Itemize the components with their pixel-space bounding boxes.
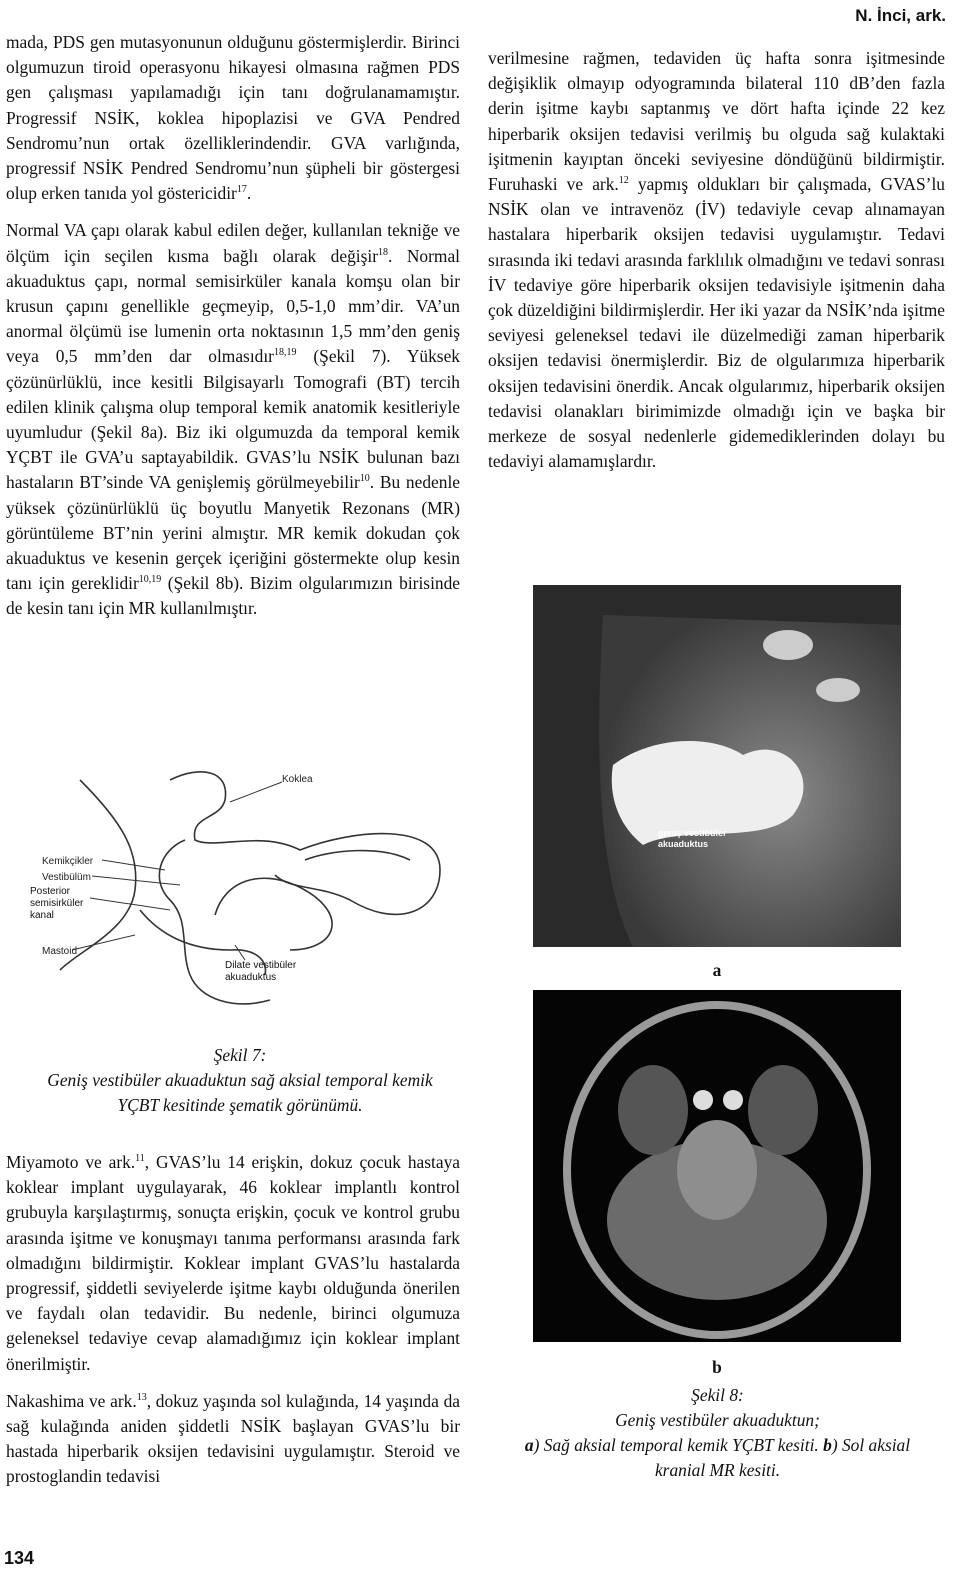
text: . Normal akuaduktus çapı, normal semisir…	[6, 245, 460, 367]
figure-8b-image	[533, 990, 901, 1342]
text: ) Sağ aksial temporal kemik YÇBT kesiti.	[533, 1435, 824, 1455]
text: yapmış oldukları bir çalışmada, GVAS’lu …	[488, 174, 945, 472]
text: .	[246, 183, 252, 204]
figure-7-caption: Şekil 7: Geniş vestibüler akuaduktun sağ…	[20, 1043, 460, 1118]
reference: 18,19	[273, 347, 297, 359]
label: Posterior semisirküler kanal	[30, 886, 84, 921]
reference: 10	[359, 473, 370, 485]
paragraph: mada, PDS gen mutasyonunun olduğunu göst…	[6, 30, 460, 206]
reference: 17	[236, 184, 247, 196]
paragraph: Miyamoto ve ark.11, GVAS’lu 14 erişkin, …	[6, 1150, 460, 1377]
text: , dokuz yaşında sol kulağında, 14 yaşınd…	[6, 1390, 460, 1487]
right-column: verilmesine rağmen, tedaviden üç hafta s…	[488, 46, 945, 486]
reference: 11	[135, 1153, 145, 1164]
paragraph: Nakashima ve ark.13, dokuz yaşında sol k…	[6, 1389, 460, 1490]
text: . Bu nedenle yüksek çözünürlüklü üç boyu…	[6, 472, 460, 594]
running-title: N. İnci, ark.	[855, 6, 946, 25]
page-number: 134	[4, 1548, 35, 1568]
left-column-lower: Miyamoto ve ark.11, GVAS’lu 14 erişkin, …	[6, 1150, 460, 1502]
label: Dilate vestibüler akuaduktus	[225, 960, 297, 983]
reference: 18	[378, 246, 389, 258]
text: (Şekil 8b). Bizim olgularımızın birisind…	[6, 573, 461, 619]
caption-text: Geniş vestibüler akuaduktun;	[615, 1410, 820, 1430]
text: Nakashima ve ark.	[6, 1390, 137, 1411]
reference: 10,19	[138, 574, 162, 586]
text: , GVAS’lu 14 erişkin, dokuz çocuk hastay…	[6, 1152, 460, 1374]
text: (Şekil 7). Yüksek çözünürlüklü, ince kes…	[6, 346, 460, 493]
text: a	[524, 1435, 534, 1455]
caption-text: a) Sağ aksial temporal kemik YÇBT kesiti…	[495, 1433, 940, 1483]
text: mada, PDS gen mutasyonunun olduğunu göst…	[6, 32, 460, 204]
figure-7-diagram: Koklea Kemikçikler Vestibülüm Posterior …	[30, 771, 441, 1005]
label: Kemikçikler	[42, 856, 94, 867]
text: Normal VA çapı olarak kabul edilen değer…	[6, 220, 460, 266]
paragraph: verilmesine rağmen, tedaviden üç hafta s…	[488, 46, 945, 474]
label: Vestibülüm	[42, 872, 91, 883]
label: Koklea	[282, 774, 313, 785]
panel-label: a	[712, 960, 722, 980]
caption-text: Geniş vestibüler akuaduktun sağ aksial t…	[47, 1070, 433, 1115]
caption-title: Şekil 8:	[691, 1385, 744, 1405]
figure-8a-image: geniş vestibüler akuaduktus	[533, 585, 901, 947]
label: Mastoid	[42, 946, 77, 957]
reference: 13	[136, 1391, 147, 1403]
figure-8-caption: Şekil 8: Geniş vestibüler akuaduktun; a)…	[495, 1383, 940, 1483]
text: ) Sol aksial kranial MR kesiti.	[654, 1435, 911, 1480]
paragraph: Normal VA çapı olarak kabul edilen değer…	[6, 218, 460, 621]
panel-label: b	[712, 1357, 722, 1377]
left-column: mada, PDS gen mutasyonunun olduğunu göst…	[6, 30, 460, 634]
text: verilmesine rağmen, tedaviden üç hafta s…	[488, 48, 945, 195]
reference: 12	[618, 175, 629, 187]
text: Miyamoto ve ark.	[6, 1152, 136, 1172]
text: b	[823, 1435, 832, 1455]
caption-title: Şekil 7:	[213, 1045, 267, 1065]
image-label: geniş vestibüler akuaduktus	[658, 828, 727, 849]
